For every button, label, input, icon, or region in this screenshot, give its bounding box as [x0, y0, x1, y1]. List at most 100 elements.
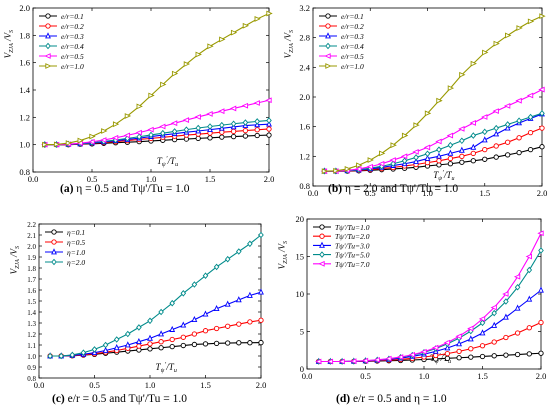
data-point: [538, 86, 545, 93]
data-point: [191, 281, 198, 288]
caption-c-text: e/r = 0.5 and Tψ'/Tu = 1.0: [67, 393, 187, 405]
y-tick-label: 3.2: [299, 3, 310, 13]
data-point: [202, 310, 209, 317]
data-point: [253, 100, 260, 106]
data-point: [254, 118, 260, 125]
legend-label: e/r=0.4: [61, 42, 84, 51]
data-point: [224, 300, 231, 307]
data-point: [169, 325, 176, 332]
data-point: [526, 295, 533, 302]
data-point: [202, 272, 209, 279]
data-point: [423, 144, 431, 151]
legend-label: η=1.0: [67, 248, 85, 257]
caption-d-letter: (d): [336, 393, 351, 405]
data-point: [396, 354, 404, 360]
y-tick-label: 1.7: [27, 276, 36, 284]
data-point: [493, 154, 499, 160]
data-point: [444, 350, 451, 357]
data-point: [443, 339, 451, 346]
x-tick-label: 2.0: [256, 380, 267, 390]
data-point: [492, 108, 499, 114]
data-point: [433, 352, 439, 359]
y-tick-label: 0.8: [299, 181, 310, 191]
y-axis-label: VZJA /VS: [3, 30, 15, 58]
legend-marker: [325, 42, 331, 50]
data-point: [503, 102, 511, 109]
x-tick-label: 2.0: [537, 188, 548, 198]
data-point: [254, 16, 261, 22]
data-point: [436, 152, 442, 159]
data-point: [503, 352, 509, 358]
data-point: [195, 124, 201, 132]
data-point: [379, 150, 386, 157]
x-tick-label: 0.0: [28, 174, 39, 184]
data-point: [435, 138, 442, 145]
y-tick-label: 1.8: [19, 30, 30, 40]
legend-marker: [45, 63, 52, 69]
data-point: [321, 168, 329, 175]
data-point: [538, 286, 544, 293]
data-point: [455, 333, 462, 340]
y-tick-label: 1.2: [299, 151, 310, 161]
data-point: [516, 135, 522, 141]
data-point: [183, 61, 191, 67]
data-point: [516, 149, 522, 156]
y-tick-label: 5: [300, 327, 304, 337]
x-tick-label: 1.5: [200, 380, 211, 390]
data-point: [538, 319, 544, 326]
legend-marker: [318, 260, 325, 267]
data-point: [213, 340, 220, 346]
data-point: [158, 339, 164, 345]
data-point: [491, 339, 497, 345]
data-point: [516, 25, 523, 31]
data-point: [219, 129, 225, 135]
data-point: [136, 133, 142, 141]
data-point: [361, 357, 369, 364]
data-point: [124, 113, 132, 119]
data-point: [207, 123, 213, 130]
series-5: [320, 86, 545, 175]
data-point: [350, 358, 357, 365]
legend-label: e/r=0.2: [61, 22, 84, 31]
data-point: [447, 155, 454, 162]
data-point: [356, 162, 363, 169]
data-point: [459, 159, 465, 165]
data-point: [236, 248, 242, 255]
data-point: [424, 154, 431, 161]
y-tick-label: 2.8: [299, 33, 310, 43]
data-point: [479, 329, 486, 336]
legend: η=0.1η=0.5η=1.0η=2.0: [45, 228, 85, 267]
data-point: [254, 132, 260, 139]
data-point: [491, 309, 497, 317]
data-point: [470, 132, 477, 139]
legend-label: e/r=0.1: [61, 12, 84, 21]
x-axis-label: Tψʼ/Tu: [157, 156, 178, 168]
data-point: [182, 117, 190, 123]
data-point: [338, 358, 345, 365]
x-tick-label: 1.0: [422, 188, 433, 198]
data-point: [242, 119, 249, 126]
data-point: [160, 81, 167, 88]
data-point: [470, 60, 477, 67]
data-point: [514, 304, 521, 311]
chart-a: 0.8 1.0 1.2 1.4 1.6 1.8 2.0 0.0 0.5 1.0 1.5 2.0 VZJA…: [3, 3, 274, 184]
data-point: [266, 10, 273, 17]
data-point: [191, 331, 198, 337]
data-point: [505, 32, 512, 39]
legend-label: e/r=1.0: [341, 62, 364, 71]
data-point: [539, 144, 545, 150]
legend-label: e/r=0.5: [61, 52, 84, 61]
data-point: [180, 334, 186, 340]
data-point: [458, 146, 465, 153]
data-point: [479, 343, 486, 349]
data-point: [539, 13, 546, 20]
data-point: [136, 343, 142, 349]
data-point: [219, 36, 226, 43]
y-tick-label: 1.6: [19, 58, 30, 68]
legend-marker: [51, 258, 57, 266]
series-line: [50, 291, 262, 357]
data-point: [225, 323, 231, 329]
data-point: [225, 340, 231, 346]
y-tick-label: 1.0: [19, 140, 30, 150]
data-point: [447, 85, 455, 92]
